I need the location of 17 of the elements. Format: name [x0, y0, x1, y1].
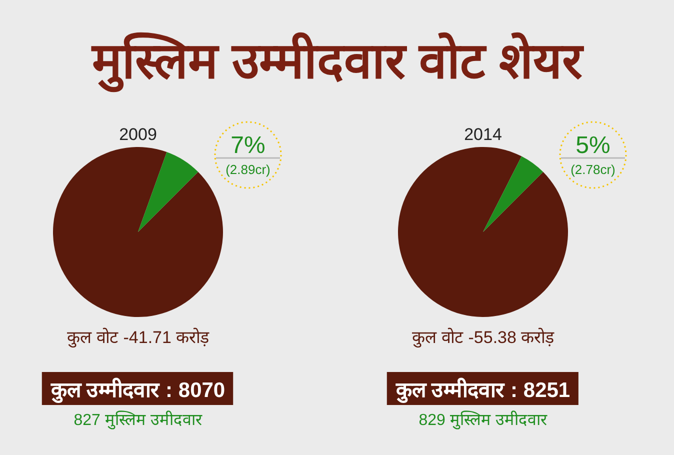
text: 827 मुस्लिम उमीदवार: [74, 410, 202, 430]
text: (2.89cr): [226, 162, 270, 177]
text: कुल उम्मीदवार : 8251: [394, 377, 570, 404]
text: कुल उम्मीदवार : 8070: [50, 377, 226, 404]
pie-slice: [483, 156, 544, 232]
text: मुस्लिम उम्मीदवार वोट शेयर: [91, 32, 584, 93]
chart-title: 2009: [119, 125, 157, 144]
text: कुल वोट -55.38 करोड़: [412, 327, 556, 348]
data-label: 5%: [576, 132, 610, 159]
pie-slice: [53, 147, 223, 317]
text: (2.78cr): [570, 162, 616, 177]
pie-slice: [398, 147, 568, 317]
chart-title: 2014: [464, 125, 502, 144]
data-label: 7%: [230, 132, 266, 159]
text: 829 मुस्लिम उमीदवार: [418, 410, 548, 430]
text: कुल वोट -41.71 करोड़: [66, 327, 210, 348]
pie-slice: [138, 152, 198, 232]
